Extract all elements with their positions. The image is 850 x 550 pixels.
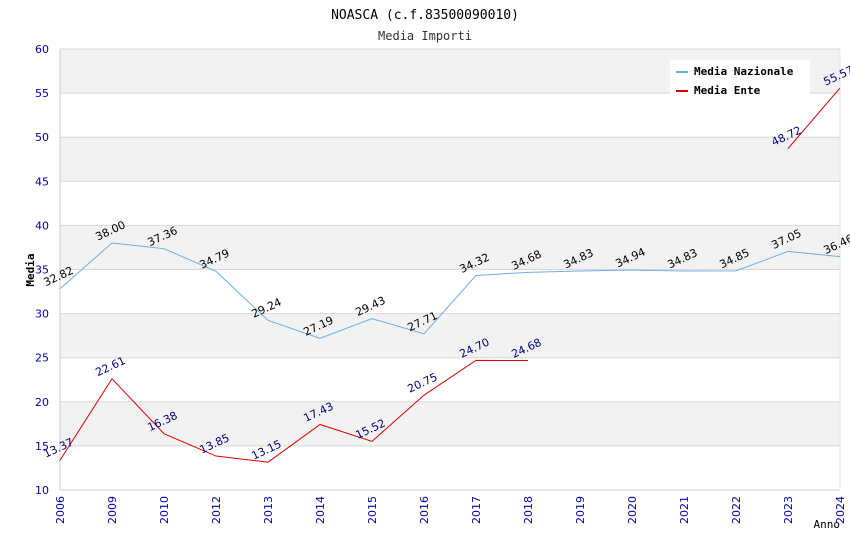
y-tick-label: 25 <box>35 352 49 365</box>
x-tick-label: 2023 <box>782 496 795 524</box>
chart-subtitle: Media Importi <box>378 29 472 43</box>
y-tick-label: 15 <box>35 440 49 453</box>
y-tick-label: 40 <box>35 219 49 232</box>
x-tick-label: 2016 <box>418 496 431 524</box>
plot-band <box>60 225 840 270</box>
y-tick-label: 55 <box>35 87 49 100</box>
x-tick-label: 2019 <box>574 496 587 524</box>
x-tick-label: 2024 <box>834 496 847 524</box>
legend: Media Nazionale Media Ente <box>670 60 810 97</box>
legend-box <box>670 60 810 96</box>
x-tick-label: 2014 <box>314 496 327 524</box>
plot-band <box>60 445 840 490</box>
x-tick-label: 2017 <box>470 496 483 524</box>
plot-band <box>60 313 840 358</box>
x-axis-label: Anno <box>814 518 841 531</box>
y-tick-label: 45 <box>35 175 49 188</box>
plot-band <box>60 93 840 138</box>
plot-band <box>60 269 840 314</box>
x-tick-label: 2015 <box>366 496 379 524</box>
plot-band <box>60 137 840 182</box>
x-tick-label: 2020 <box>626 496 639 524</box>
series-line-0 <box>59 242 841 339</box>
x-tick-labels: 2006 2009 2010 2012 2013 2014 2015 2016 2017 2018… <box>54 496 847 524</box>
series-lines <box>59 87 841 463</box>
x-tick-label: 2009 <box>106 496 119 524</box>
plot-band <box>60 401 840 446</box>
plot-bands <box>60 49 840 490</box>
y-axis-label: Media <box>24 253 37 286</box>
x-tick-label: 2013 <box>262 496 275 524</box>
series-line-1 <box>59 359 529 463</box>
y-tick-label: 30 <box>35 308 49 321</box>
y-tick-label: 50 <box>35 131 49 144</box>
legend-label: Media Nazionale <box>694 65 794 78</box>
x-tick-label: 2021 <box>678 496 691 524</box>
chart-title: NOASCA (c.f.83500090010) <box>331 8 519 23</box>
x-tick-label: 2010 <box>158 496 171 524</box>
y-tick-labels: 10 15 20 25 30 35 40 45 50 55 60 <box>35 43 49 497</box>
y-tick-label: 35 <box>35 264 49 277</box>
x-tick-label: 2012 <box>210 496 223 524</box>
y-tick-label: 60 <box>35 43 49 56</box>
axes <box>59 49 841 491</box>
x-tick-label: 2022 <box>730 496 743 524</box>
plot-band <box>60 357 840 402</box>
series-line-1 <box>787 87 841 149</box>
x-tick-label: 2006 <box>54 496 67 524</box>
legend-label: Media Ente <box>694 84 761 97</box>
plot-band <box>60 181 840 226</box>
x-tick-label: 2018 <box>522 496 535 524</box>
y-tick-label: 20 <box>35 396 49 409</box>
y-tick-label: 10 <box>35 484 49 497</box>
